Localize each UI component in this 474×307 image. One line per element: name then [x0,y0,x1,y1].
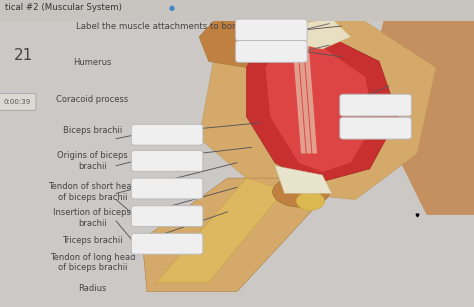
FancyBboxPatch shape [131,233,203,254]
FancyBboxPatch shape [0,94,36,110]
Polygon shape [156,178,284,282]
Ellipse shape [296,192,325,210]
Text: 21: 21 [14,48,34,63]
Polygon shape [292,31,306,154]
Text: Radius: Radius [78,284,107,293]
Polygon shape [370,0,474,215]
Text: 0:00:39: 0:00:39 [3,99,31,105]
FancyBboxPatch shape [340,117,411,139]
Polygon shape [303,31,317,154]
Polygon shape [294,18,351,49]
Polygon shape [199,6,308,68]
Polygon shape [297,31,311,154]
FancyBboxPatch shape [131,178,203,199]
Ellipse shape [273,177,329,207]
Text: Tendon of short head
of biceps brachii: Tendon of short head of biceps brachii [48,182,137,202]
Text: Tendon of long head
of biceps brachii: Tendon of long head of biceps brachii [50,253,135,272]
Polygon shape [265,34,374,172]
Text: Triceps brachii: Triceps brachii [62,236,123,246]
Text: ●: ● [168,5,174,11]
Text: Humerus: Humerus [73,58,111,68]
FancyBboxPatch shape [236,19,307,41]
Text: Biceps brachii: Biceps brachii [63,126,122,135]
FancyBboxPatch shape [0,0,474,21]
Text: Label the muscle attachments to bone.: Label the muscle attachments to bone. [76,21,246,31]
FancyBboxPatch shape [236,41,307,62]
Text: tical #2 (Muscular System): tical #2 (Muscular System) [5,3,122,12]
Text: Origins of biceps
brachii: Origins of biceps brachii [57,151,128,171]
Polygon shape [246,21,398,184]
Polygon shape [199,6,436,200]
Polygon shape [142,178,322,292]
FancyBboxPatch shape [131,150,203,171]
Text: Coracoid process: Coracoid process [56,95,128,104]
Text: Insertion of biceps
brachii: Insertion of biceps brachii [54,208,131,228]
Polygon shape [275,166,332,193]
FancyBboxPatch shape [131,206,203,227]
FancyBboxPatch shape [131,124,203,145]
FancyBboxPatch shape [340,94,411,116]
